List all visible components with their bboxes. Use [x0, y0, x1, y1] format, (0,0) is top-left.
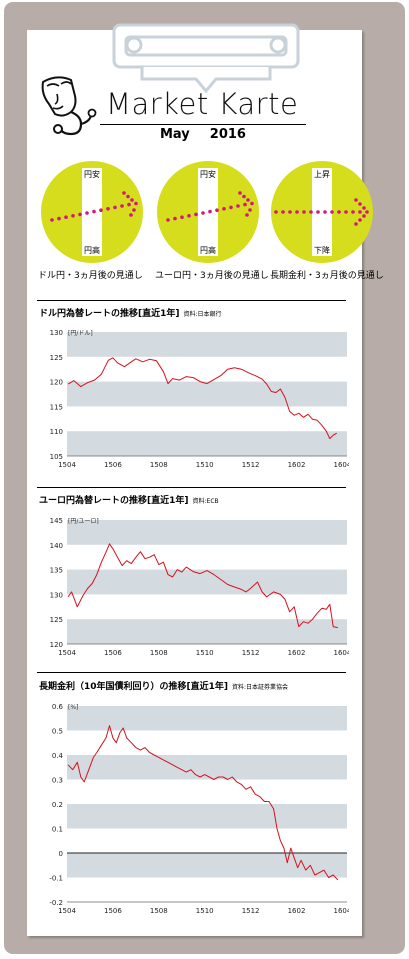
- y-tick-label: 120: [50, 379, 63, 387]
- chart-band: [67, 853, 347, 878]
- rate-chart: 0.6 0.5 0.4 0.3 0.2 0.1 0 -0.1 -0.2 [%] 1504 1506 15…: [49, 703, 349, 915]
- x-tick-label: 1512: [242, 907, 260, 915]
- y-unit-label: [円/ドル]: [68, 330, 93, 337]
- x-tick-label: 1506: [104, 907, 122, 915]
- arrow-up-slight-icon: [166, 191, 254, 222]
- chart-source: 資料:日本銀行: [183, 311, 222, 318]
- x-tick-label: 1504: [58, 907, 76, 915]
- indicator-top-label: 円安: [200, 169, 216, 179]
- x-tick-label: 1510: [196, 907, 214, 915]
- y-tick-label: 135: [50, 567, 63, 575]
- series-line: [67, 725, 339, 881]
- y-tick-label: 120: [50, 641, 63, 649]
- x-tick-label: 1508: [150, 649, 168, 657]
- chart-band: [67, 804, 347, 829]
- chart-band: [67, 431, 347, 456]
- x-tick-label: 1512: [242, 461, 260, 469]
- y-unit-label: [円/ユーロ]: [68, 518, 99, 525]
- chart-source: 資料:ECB: [192, 498, 219, 505]
- indicator-usdjpy-label: ドル円・3ヵ月後の見通し: [38, 271, 143, 281]
- eurjpy-chart-title: ユーロ円為替レートの推移[直近1年] 資料:ECB: [39, 493, 219, 506]
- x-tick-label: 1604: [333, 461, 349, 469]
- indicator-eurjpy: 円安 円高: [157, 161, 259, 263]
- issue-month: May: [160, 127, 190, 142]
- indicator-usdjpy: 円安 円高: [41, 161, 143, 263]
- chart-title-text: 長期金利（10年国債利回り）の推移[直近1年]: [39, 682, 229, 692]
- y-tick-label: 130: [50, 329, 63, 337]
- rate-chart-title: 長期金利（10年国債利回り）の推移[直近1年] 資料:日本証券業協会: [39, 679, 288, 692]
- indicator-axis-band: [82, 168, 102, 256]
- x-tick-label: 1504: [58, 649, 76, 657]
- indicator-bottom-label: 下降: [314, 245, 330, 255]
- stethoscope-face-icon: [41, 76, 97, 136]
- y-tick-label: 0.3: [52, 777, 63, 785]
- chart-band: [67, 619, 347, 644]
- arrow-up-slight-icon: [50, 191, 138, 222]
- x-tick-label: 1510: [196, 461, 214, 469]
- chart-band: [67, 332, 347, 357]
- chart-source: 資料:日本証券業協会: [232, 684, 289, 691]
- x-tick-label: 1602: [288, 649, 306, 657]
- x-tick-label: 1512: [242, 649, 260, 657]
- indicator-rate: 上昇 下降: [271, 161, 373, 263]
- usdjpy-chart-title: ドル円為替レートの推移[直近1年] 資料:日本銀行: [39, 306, 222, 319]
- clip-icon: [112, 23, 300, 93]
- indicator-top-label: 上昇: [314, 170, 330, 179]
- y-tick-label: 110: [50, 428, 63, 436]
- x-tick-label: 1602: [288, 461, 306, 469]
- page-title: Market Karte: [106, 87, 299, 121]
- x-tick-label: 1604: [333, 649, 349, 657]
- y-tick-label: 145: [50, 517, 63, 525]
- title-divider: [100, 124, 306, 125]
- x-tick-label: 1506: [104, 649, 122, 657]
- y-tick-label: -0.1: [49, 875, 63, 883]
- issue-date: May 2016: [100, 127, 306, 142]
- x-tick-label: 1604: [333, 907, 349, 915]
- chart-title-text: ドル円為替レートの推移[直近1年]: [39, 309, 180, 319]
- indicator-axis-band: [198, 168, 218, 256]
- series-line: [67, 543, 338, 629]
- y-unit-label: [%]: [68, 704, 78, 711]
- indicator-bottom-label: 円高: [84, 245, 100, 255]
- series-line: [67, 357, 337, 440]
- y-tick-label: 0.6: [52, 703, 64, 711]
- x-tick-label: 1508: [150, 461, 168, 469]
- x-tick-label: 1504: [58, 461, 76, 469]
- indicator-axis-band: [312, 168, 332, 256]
- y-tick-label: 125: [50, 354, 63, 362]
- section-divider: [37, 672, 346, 673]
- x-tick-label: 1510: [196, 649, 214, 657]
- chart-title-text: ユーロ円為替レートの推移[直近1年]: [39, 496, 189, 506]
- y-tick-label: 105: [50, 453, 63, 461]
- section-divider: [37, 487, 346, 488]
- arrow-flat-icon: [274, 198, 369, 226]
- indicator-eurjpy-label: ユーロ円・3ヵ月後の見通し: [155, 271, 269, 281]
- chart-band: [67, 520, 347, 545]
- y-tick-label: 130: [50, 591, 63, 599]
- indicator-top-label: 円安: [84, 169, 100, 179]
- x-tick-label: 1508: [150, 907, 168, 915]
- section-divider: [37, 300, 346, 301]
- y-tick-label: 125: [50, 616, 63, 624]
- y-tick-label: 0: [59, 850, 63, 858]
- y-tick-label: 0.5: [52, 728, 63, 736]
- indicator-rate-label: 長期金利・3ヵ月後の見通し: [270, 271, 384, 281]
- indicator-bottom-label: 円高: [200, 245, 216, 255]
- chart-band: [67, 569, 347, 595]
- x-tick-label: 1602: [288, 907, 306, 915]
- chart-band: [67, 381, 347, 407]
- y-tick-label: 0.2: [52, 801, 63, 809]
- y-tick-label: 0.4: [52, 752, 64, 760]
- y-tick-label: -0.2: [49, 899, 63, 907]
- x-tick-label: 1506: [104, 461, 122, 469]
- usdjpy-chart: 130 125 120 115 110 105 [円/ドル] 1504 1506 1508 1510…: [50, 329, 349, 469]
- y-tick-label: 0.1: [52, 826, 63, 834]
- y-tick-label: 140: [50, 542, 63, 550]
- eurjpy-chart: 145 140 135 130 125 120 [円/ユーロ] 1504 1506 1508 151…: [50, 517, 349, 657]
- issue-year: 2016: [209, 127, 246, 142]
- y-tick-label: 115: [50, 403, 63, 411]
- chart-band: [67, 706, 347, 731]
